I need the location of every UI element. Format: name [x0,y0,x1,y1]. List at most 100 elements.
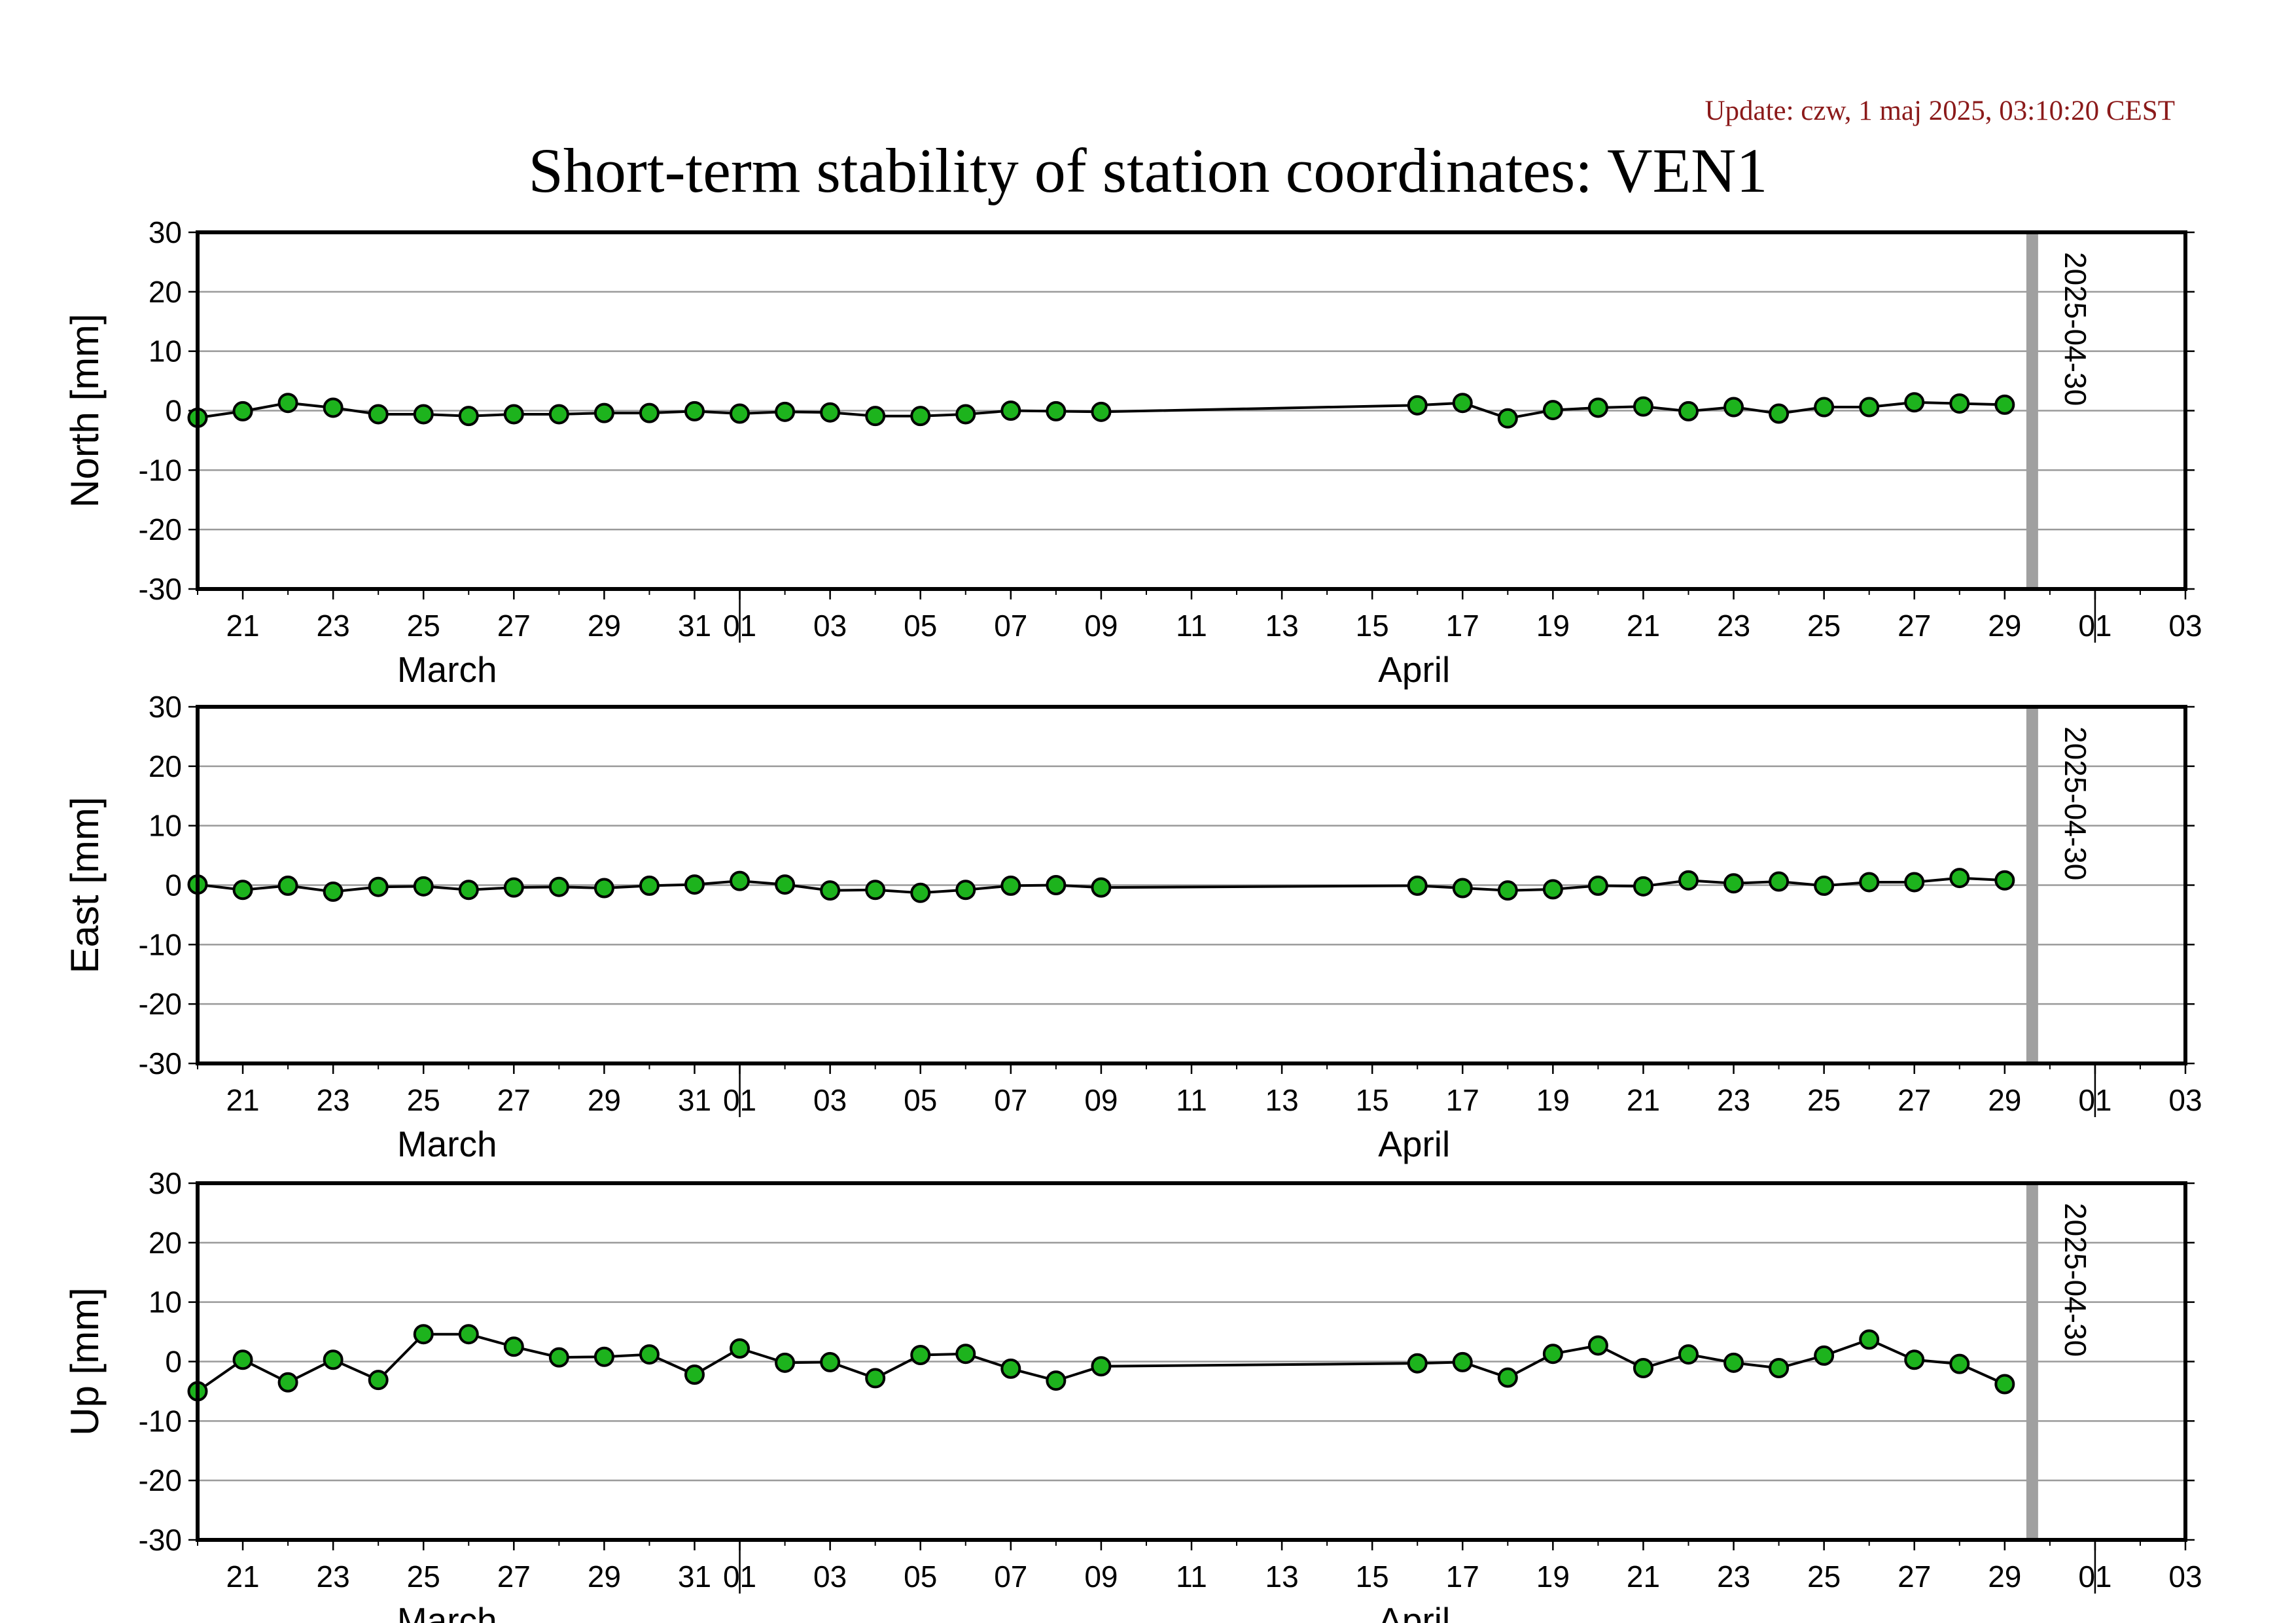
data-point [1678,1344,1699,1365]
data-point [232,401,253,421]
data-point [1859,397,1880,418]
data-point [775,1352,796,1373]
x-tick-label: 21 [226,1560,259,1594]
data-point [1678,870,1699,891]
data-point [413,1324,434,1345]
y-tick-label: 20 [149,275,182,309]
x-tick-label: 05 [904,609,937,643]
x-tick-label: 09 [1084,1083,1118,1117]
x-tick-label: 29 [1988,1083,2021,1117]
data-point [368,876,389,897]
x-tick-label: 27 [1898,1560,1931,1594]
data-point [639,402,660,423]
data-point [1046,401,1067,421]
data-point [277,875,298,896]
y-tick-label: 20 [149,749,182,783]
data-point [1904,392,1925,413]
x-tick-label: 05 [904,1083,937,1117]
y-axis-title: North [mm] [63,313,107,508]
data-point [820,402,841,423]
x-tick-label: 29 [1988,1560,2021,1594]
data-point [458,880,479,901]
data-point [593,402,614,423]
x-tick-label: 27 [497,1083,531,1117]
data-point [323,397,344,418]
data-point [458,1324,479,1345]
x-tick-label: 15 [1356,1560,1389,1594]
data-point [503,404,524,425]
month-label: March [397,1124,497,1164]
data-point [1633,396,1653,417]
data-point [1859,872,1880,893]
x-tick-label: 13 [1265,1560,1299,1594]
update-timestamp: Update: czw, 1 maj 2025, 03:10:20 CEST [1704,96,2175,126]
x-tick-label: 21 [1627,1083,1660,1117]
y-axis-title: Up [mm] [63,1287,107,1436]
data-point [1633,876,1653,897]
plot-frame [196,230,2187,591]
x-tick-label: 27 [497,609,531,643]
data-point [1407,395,1428,416]
x-tick-label: 21 [226,609,259,643]
x-tick-label: 25 [407,1083,440,1117]
month-label: April [1378,1124,1450,1164]
x-tick-label: 29 [588,1560,621,1594]
data-point [1994,394,2015,415]
x-tick-label: 21 [226,1083,259,1117]
y-tick-label: 0 [165,868,182,902]
data-point [1452,393,1473,414]
data-point [1769,1357,1790,1378]
x-tick-label: 23 [1717,609,1750,643]
data-point [458,406,479,427]
x-tick-label: 11 [1176,609,1207,643]
data-point [955,880,976,901]
x-tick-label: 03 [2168,609,2202,643]
x-tick-label: 23 [317,609,350,643]
data-point [232,1349,253,1370]
y-tick-label: -10 [139,1404,182,1438]
data-point [1497,408,1518,429]
x-tick-label: 03 [2168,1560,2202,1594]
x-tick-label: 03 [813,609,847,643]
data-point [1814,1345,1835,1366]
y-axis-title: East [mm] [63,796,107,973]
y-tick-label: -20 [139,512,182,546]
y-tick-label: 20 [149,1226,182,1260]
y-tick-label: -30 [139,572,182,606]
x-tick-label: 05 [904,1560,937,1594]
data-point [323,881,344,902]
data-point [1949,393,1970,414]
date-marker-label: 2025-04-30 [2058,252,2093,406]
data-point [1904,872,1925,893]
y-tick-label: -30 [139,1523,182,1557]
data-point [1723,1352,1744,1373]
data-point [775,401,796,422]
data-point [684,1364,705,1385]
data-point [1407,875,1428,896]
x-tick-label: 31 [678,1083,711,1117]
x-tick-label: 09 [1084,609,1118,643]
data-point [1633,1357,1653,1378]
x-tick-label: 21 [1627,609,1660,643]
y-tick-label: 10 [149,1285,182,1319]
y-tick-label: 30 [149,1166,182,1200]
data-point [865,880,886,901]
data-point [1542,1344,1563,1364]
x-tick-label: 27 [497,1560,531,1594]
y-tick-label: 30 [149,690,182,724]
x-tick-label: 19 [1536,609,1570,643]
data-point [1949,868,1970,889]
data-point [232,880,253,901]
data-point [277,1372,298,1393]
month-label: April [1378,649,1450,690]
y-tick-label: -10 [139,453,182,487]
y-tick-label: 10 [149,809,182,843]
data-point [1497,880,1518,901]
data-point [1542,879,1563,900]
x-tick-label: 17 [1446,609,1479,643]
data-point [548,876,569,897]
data-point [1000,1358,1021,1379]
data-point [684,401,705,421]
x-tick-label: 25 [407,1560,440,1594]
